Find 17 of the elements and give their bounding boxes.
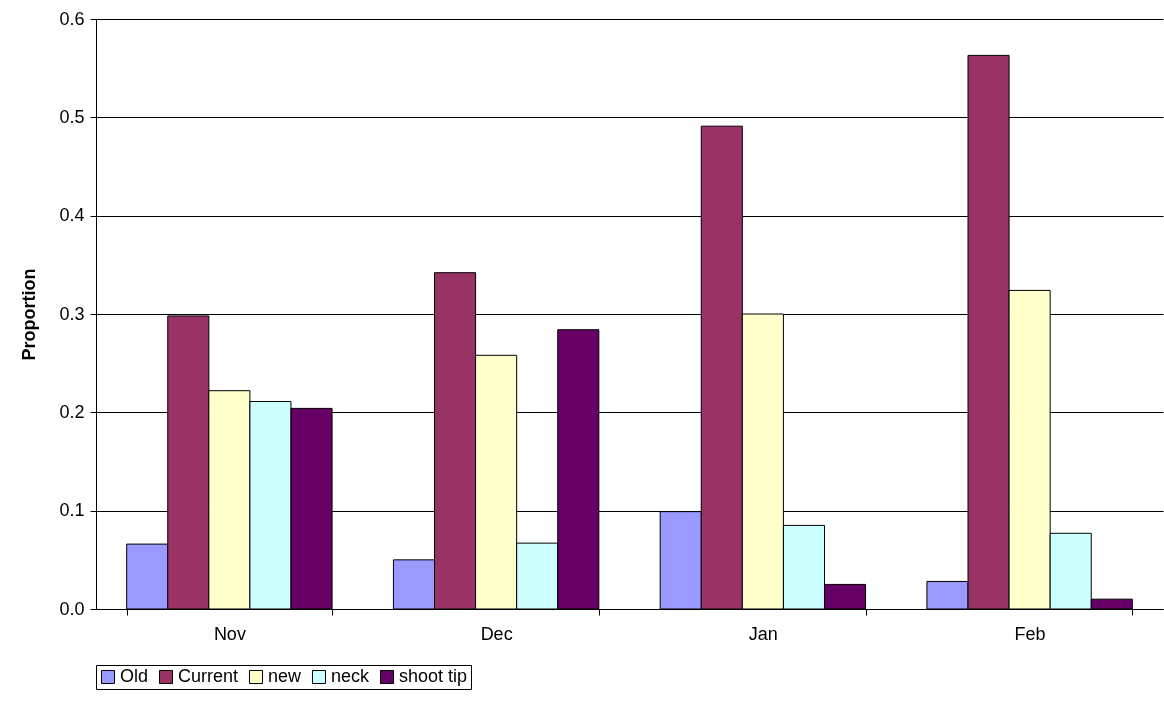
y-tick-label: 0.5 — [59, 106, 85, 127]
legend-label: Current — [178, 666, 239, 686]
y-tick-label: 0.6 — [59, 8, 85, 29]
legend-label: new — [268, 666, 303, 686]
legend-label: shoot tip — [399, 666, 468, 686]
y-tick-label: 0.3 — [59, 303, 85, 324]
y-tick-label: 0.0 — [59, 598, 85, 619]
x-tick-label: Jan — [748, 623, 778, 644]
x-tick-label: Dec — [480, 623, 513, 644]
legend-label: Old — [120, 666, 149, 686]
y-tick-label: 0.1 — [59, 500, 85, 521]
x-tick-label: Feb — [1014, 623, 1046, 644]
y-tick-label: 0.4 — [59, 205, 85, 226]
y-axis-title: Proportion — [19, 268, 40, 361]
y-tick-label: 0.2 — [59, 401, 85, 422]
legend-label: neck — [331, 666, 371, 686]
x-tick-label: Nov — [213, 623, 246, 644]
